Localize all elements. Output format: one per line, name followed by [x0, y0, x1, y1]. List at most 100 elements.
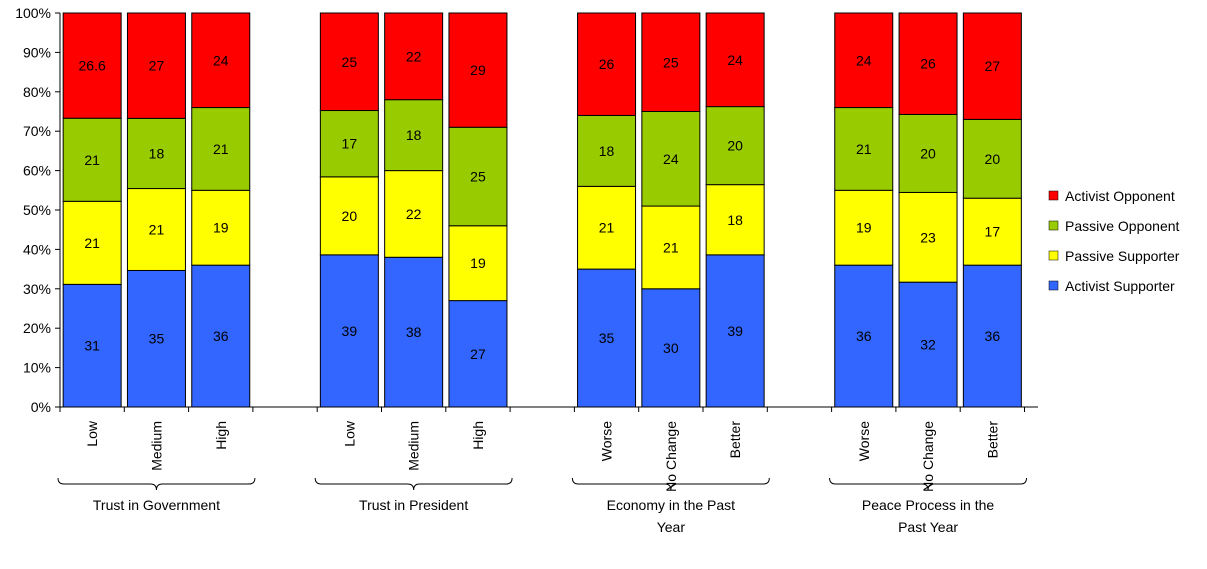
group-brace [571, 477, 770, 491]
data-label: 21 [213, 141, 229, 157]
legend-label: Activist Supporter [1065, 278, 1175, 294]
bar-segment-passive-opponent [577, 114, 637, 187]
data-label: 21 [663, 239, 679, 255]
y-tick-label: 40% [23, 241, 51, 257]
data-label: 27 [149, 58, 165, 74]
bar-segment-passive-supporter [384, 170, 444, 258]
category-label: Low [341, 420, 357, 447]
y-tick-label: 100% [15, 5, 51, 21]
data-label: 24 [663, 151, 679, 167]
y-tick-label: 90% [23, 44, 51, 60]
legend-swatch [1048, 190, 1059, 201]
data-label: 18 [149, 145, 165, 161]
data-label: 29 [470, 62, 486, 78]
bar-segment-activist-supporter [126, 269, 186, 408]
data-label: 25 [342, 54, 358, 70]
axes: 0% 10% 20% 30% 40% 50% 60% 70% 80% 90% 100% [15, 5, 1038, 415]
data-label: 21 [84, 152, 100, 168]
bar-segment-passive-supporter [641, 205, 701, 290]
data-label: 30 [663, 340, 679, 356]
data-label: 18 [727, 212, 743, 228]
group-label: Trust in President [359, 497, 468, 513]
y-tick-label: 20% [23, 320, 51, 336]
y-tick-label: 60% [23, 163, 51, 179]
legend-label: Passive Opponent [1065, 218, 1180, 234]
data-label: 27 [985, 58, 1001, 74]
bar-segment-activist-supporter [705, 254, 765, 408]
data-label: 18 [406, 127, 422, 143]
legend: Activist Opponent Passive Opponent Passive… [1048, 188, 1180, 294]
data-label: 17 [985, 224, 1001, 240]
bar-segment-activist-supporter [577, 268, 637, 408]
group-label: Peace Process in the Past Year [862, 497, 995, 535]
data-label: 39 [727, 323, 743, 339]
data-label: 23 [920, 229, 936, 245]
bar-segment-activist-opponent [384, 12, 444, 101]
bar-segment-activist-supporter [834, 264, 894, 408]
bar-segment-passive-supporter [577, 185, 637, 270]
data-label: 22 [406, 48, 422, 64]
y-tick-label: 70% [23, 123, 51, 139]
category-label: Medium [148, 421, 164, 471]
data-label: 32 [920, 337, 936, 353]
category-label: Better [984, 421, 1000, 459]
data-label: 26 [920, 56, 936, 72]
bar-segment-passive-supporter [62, 200, 122, 285]
data-label: 38 [406, 324, 422, 340]
data-label: 22 [406, 206, 422, 222]
bar-segment-activist-opponent [448, 12, 508, 128]
category-label: Medium [406, 421, 422, 471]
data-label: 20 [727, 138, 743, 154]
data-label: 21 [856, 141, 872, 157]
legend-swatch [1048, 280, 1059, 291]
bar-segment-activist-opponent [319, 12, 379, 112]
data-label: 24 [856, 52, 872, 68]
bar-segment-activist-supporter [384, 256, 444, 408]
data-label: 17 [342, 136, 358, 152]
group-brace [829, 477, 1027, 491]
bar-segment-activist-opponent [126, 12, 186, 119]
y-tick-label: 10% [23, 360, 51, 376]
data-label: 24 [213, 52, 229, 68]
data-label: 36 [213, 328, 229, 344]
data-label: 19 [213, 220, 229, 236]
bar-segment-activist-opponent [962, 12, 1022, 120]
legend-swatch [1048, 250, 1059, 261]
data-label: 35 [149, 331, 165, 347]
data-label: 25 [663, 54, 679, 70]
category-label: No Change [663, 421, 679, 492]
data-label: 21 [84, 235, 100, 251]
bar-segment-activist-supporter [962, 264, 1022, 408]
bar-segment-activist-supporter [319, 254, 379, 408]
data-label: 19 [470, 255, 486, 271]
legend-label: Passive Supporter [1065, 248, 1180, 264]
bar-segment-activist-supporter [641, 288, 701, 408]
category-labels: Low Medium High Trust in Government Low Mediu… [57, 420, 1027, 535]
data-label: 35 [599, 330, 615, 346]
bar-segment-activist-opponent [641, 12, 701, 112]
category-label: Worse [856, 421, 872, 461]
group-label: Economy in the Past Year [607, 497, 736, 535]
bar-segment-passive-opponent [705, 106, 765, 186]
bar-segment-passive-supporter [705, 184, 765, 256]
bar-segment-passive-opponent [448, 126, 508, 227]
bar-segment-activist-supporter [448, 300, 508, 408]
bar-segment-passive-opponent [191, 107, 251, 191]
bar-segment-passive-opponent [126, 117, 186, 190]
data-label: 36 [985, 328, 1001, 344]
bar-segment-activist-opponent [705, 12, 765, 108]
category-label: Better [727, 421, 743, 459]
bar-segment-passive-supporter [191, 189, 251, 266]
bar-segment-activist-supporter [62, 283, 122, 408]
bar-segment-passive-opponent [962, 118, 1022, 199]
group-label: Trust in Government [93, 497, 220, 513]
data-label: 39 [342, 323, 358, 339]
data-label: 18 [599, 143, 615, 159]
legend-swatch [1048, 220, 1059, 231]
bar-segment-activist-opponent [834, 12, 894, 109]
data-label: 20 [985, 151, 1001, 167]
data-label: 26 [599, 56, 615, 72]
bars-layer: 31 21 21 26.6 35 21 18 27 36 19 21 24 39 20 17 25 38 22 18… [62, 12, 1022, 408]
data-label: 20 [342, 208, 358, 224]
